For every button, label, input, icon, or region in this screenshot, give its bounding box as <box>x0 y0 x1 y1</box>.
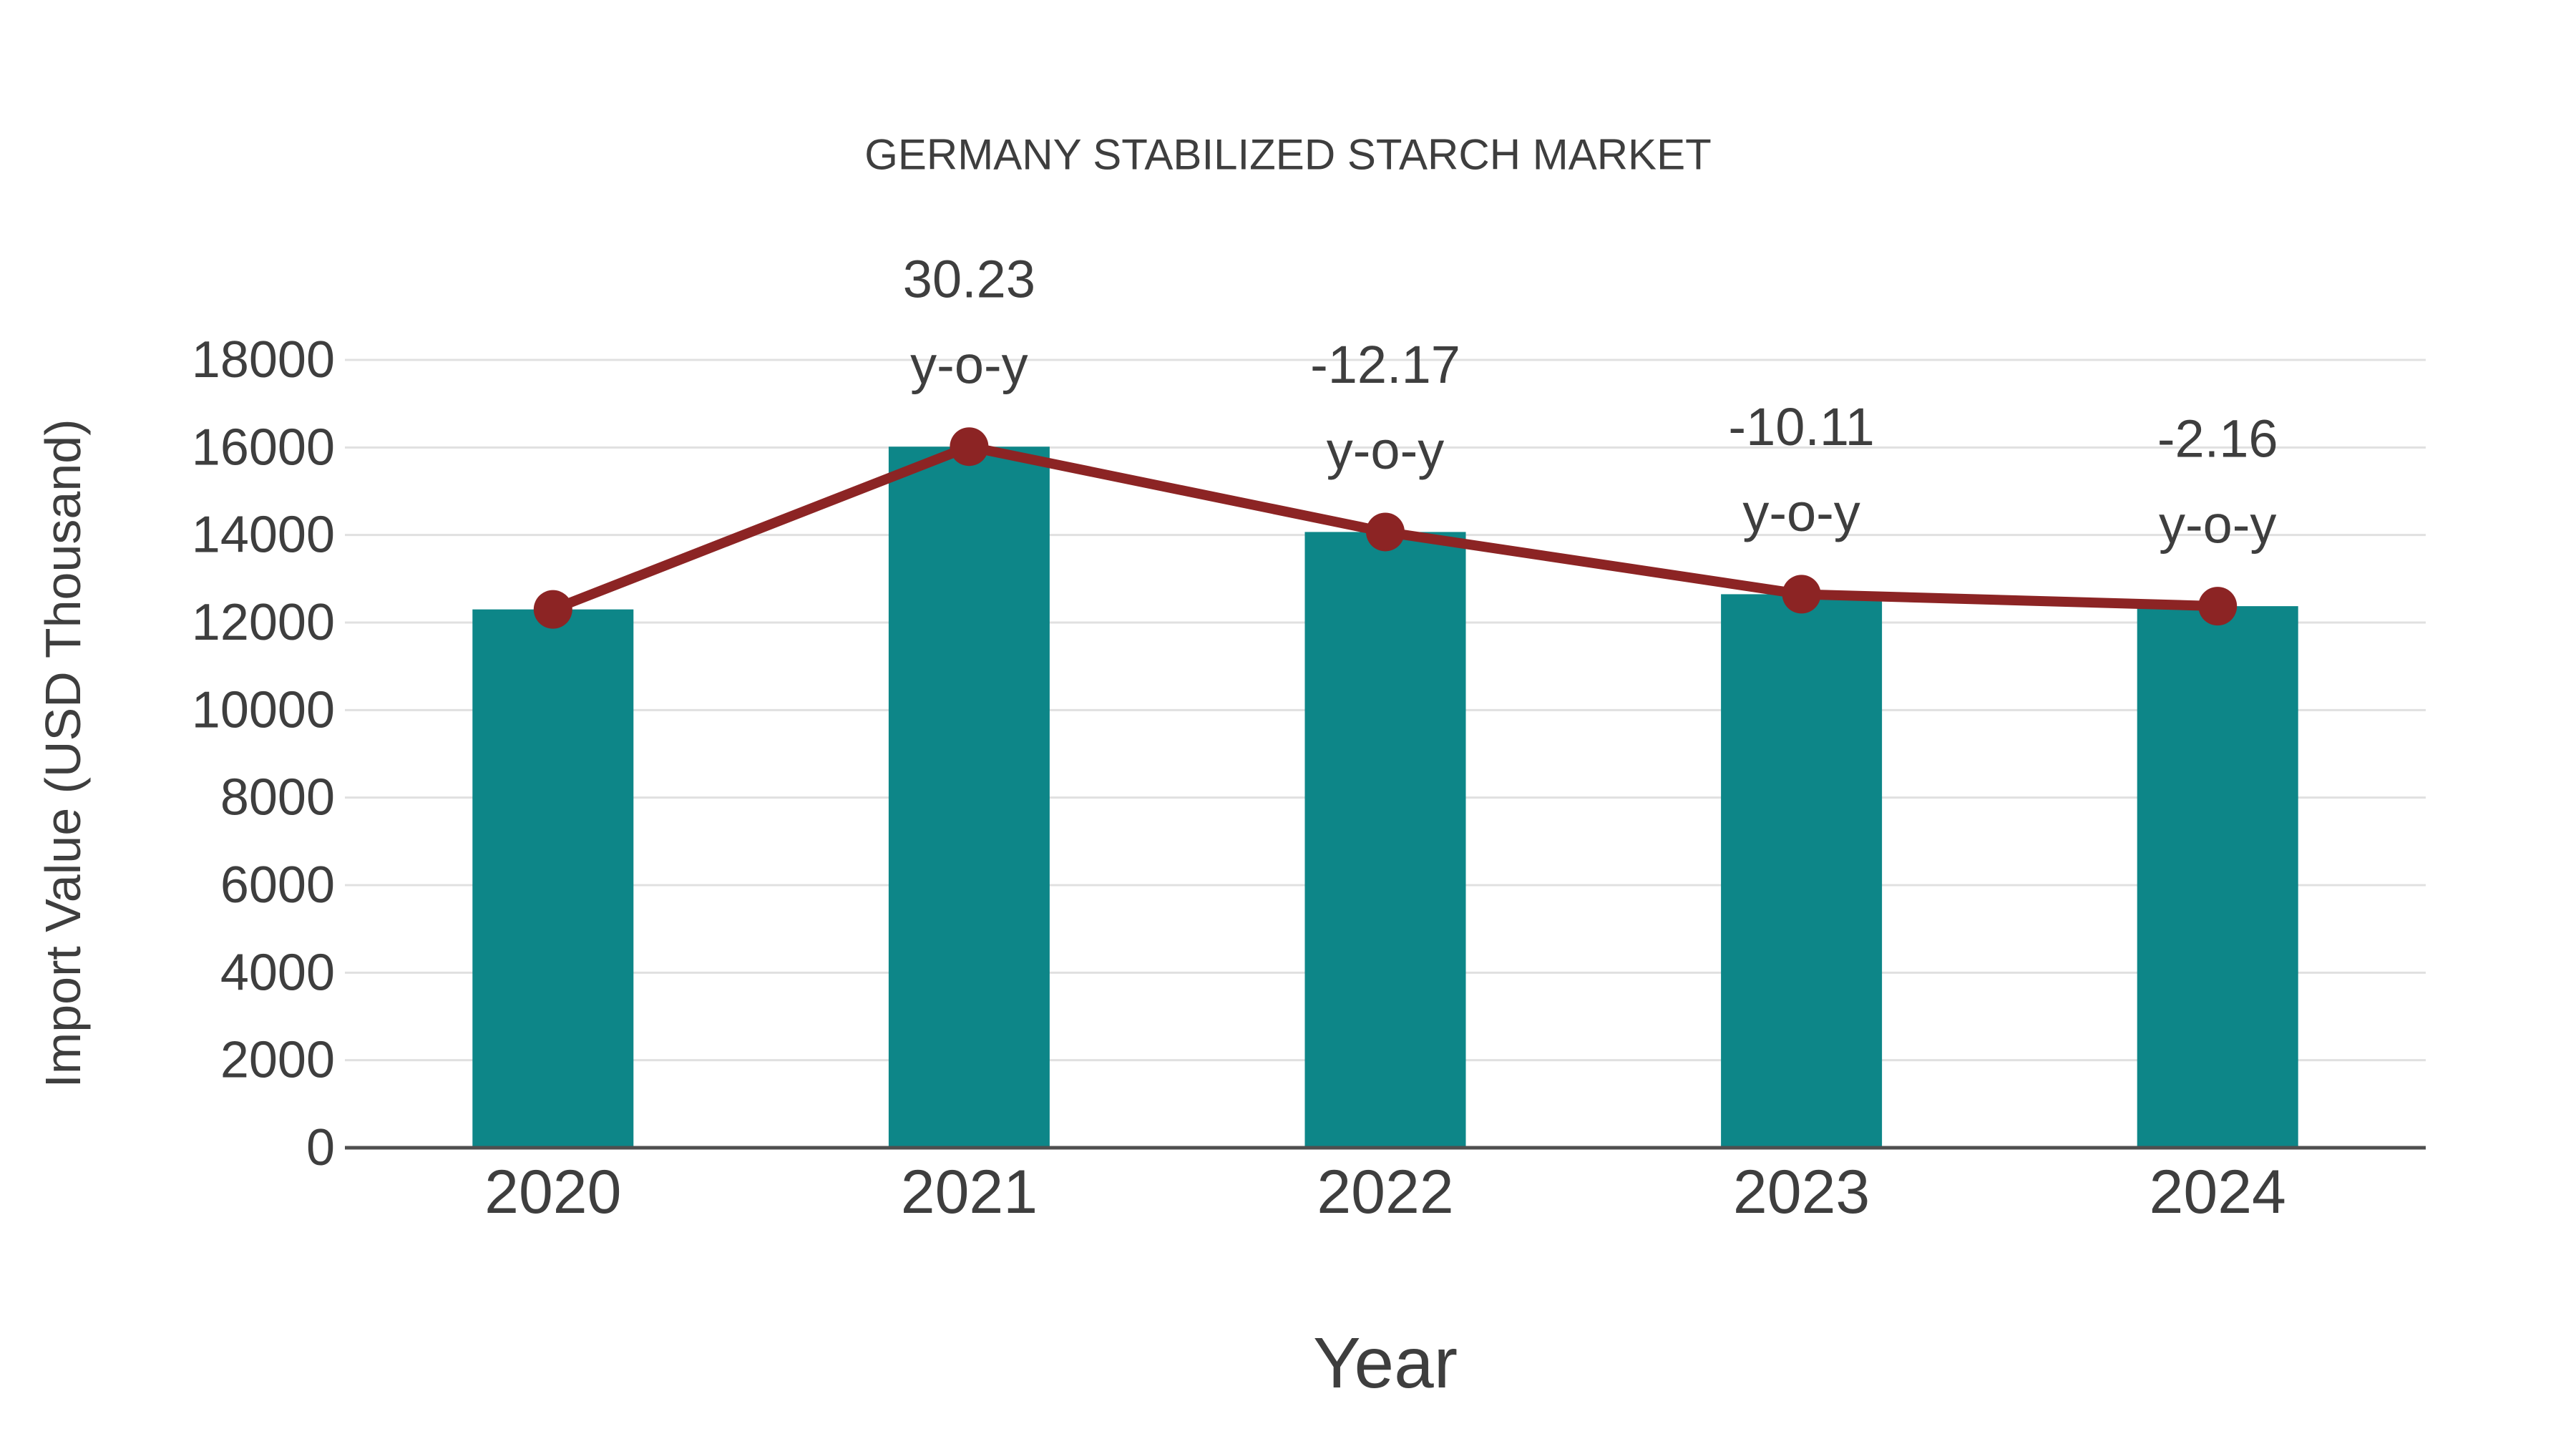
bar-2020 <box>472 609 634 1149</box>
y-tick-label: 8000 <box>220 769 335 826</box>
x-axis-title: Year <box>1313 1323 1458 1403</box>
y-tick-label: 6000 <box>220 857 335 914</box>
bar-2022 <box>1304 532 1466 1149</box>
trend-marker-2021 <box>950 427 989 467</box>
y-axis-title: Import Value (USD Thousand) <box>35 419 91 1088</box>
yoy-annotations: 30.23 y-o-y -12.17 y-o-y -10.11 y-o-y -2.16 y-o… <box>903 250 2278 555</box>
yoy-value-2024: -2.16 <box>2157 409 2278 469</box>
trend-marker-2020 <box>533 590 572 629</box>
yoy-value-2022: -12.17 <box>1310 335 1460 394</box>
yoy-label-2023: y-o-y <box>1742 483 1860 542</box>
yoy-value-2021: 30.23 <box>903 250 1035 309</box>
y-tick-label: 0 <box>306 1119 335 1176</box>
yoy-label-2024: y-o-y <box>2159 495 2276 555</box>
y-tick-label: 18000 <box>192 331 335 389</box>
bar-series <box>472 447 2298 1149</box>
trend-marker-2024 <box>2198 587 2238 626</box>
y-tick-label: 10000 <box>192 681 335 738</box>
trend-marker-2023 <box>1782 575 1821 614</box>
yoy-value-2023: -10.11 <box>1728 397 1874 457</box>
y-tick-label: 2000 <box>220 1032 335 1089</box>
yoy-label-2022: y-o-y <box>1327 421 1444 480</box>
y-axis-tick-labels: 0 2000 4000 6000 8000 10000 12000 14000 16000 180… <box>192 331 335 1176</box>
bar-2024 <box>2137 606 2298 1149</box>
bar-2023 <box>1721 594 1883 1149</box>
trend-marker-2022 <box>1366 512 1405 552</box>
x-axis-tick-labels: 2020 2021 2022 2023 2024 <box>484 1158 2286 1226</box>
line-series <box>533 427 2238 629</box>
bar-2021 <box>888 447 1050 1149</box>
y-tick-label: 16000 <box>192 419 335 476</box>
yoy-label-2021: y-o-y <box>910 336 1028 395</box>
x-tick-label-2023: 2023 <box>1733 1158 1870 1226</box>
y-tick-label: 14000 <box>192 507 335 564</box>
chart-title: GERMANY STABILIZED STARCH MARKET <box>864 131 1712 179</box>
y-tick-label: 4000 <box>220 944 335 1001</box>
y-tick-label: 12000 <box>192 594 335 651</box>
x-tick-label-2024: 2024 <box>2150 1158 2286 1226</box>
x-tick-label-2021: 2021 <box>901 1158 1038 1226</box>
x-tick-label-2022: 2022 <box>1317 1158 1453 1226</box>
x-tick-label-2020: 2020 <box>484 1158 621 1226</box>
